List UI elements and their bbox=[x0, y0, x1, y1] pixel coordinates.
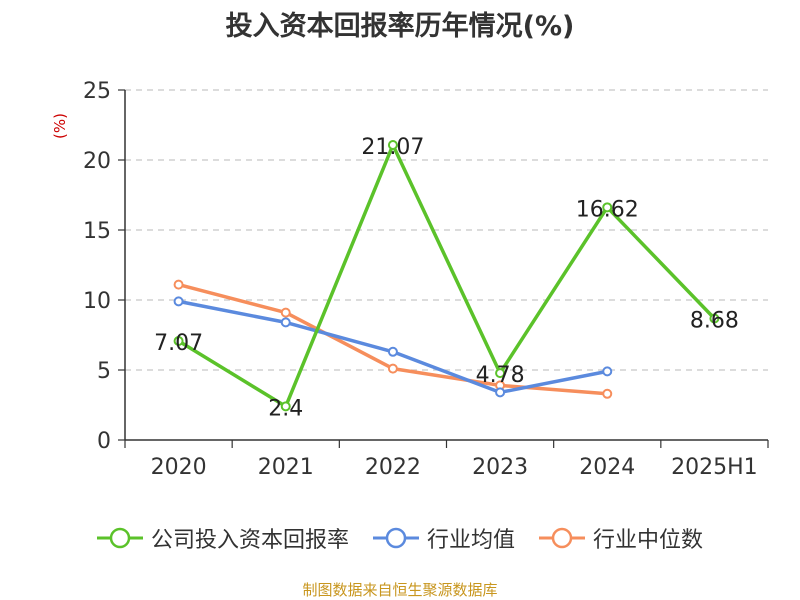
data-point bbox=[173, 336, 184, 347]
y-tick-label: 5 bbox=[97, 359, 111, 384]
legend-item[interactable]: 行业均值 bbox=[372, 522, 515, 554]
legend-circle bbox=[551, 527, 573, 549]
x-tick-label: 2024 bbox=[579, 455, 635, 480]
data-label: 8.68 bbox=[690, 308, 739, 333]
data-point bbox=[709, 313, 720, 324]
legend-label: 行业中位数 bbox=[593, 528, 704, 553]
series-line-2 bbox=[178, 282, 608, 396]
axes: 0 5 10 15 20 25 2020 2021 2022 2023 2024 2025H1 bbox=[83, 79, 769, 480]
series-lines bbox=[173, 140, 720, 412]
y-tick-label: 25 bbox=[83, 79, 111, 104]
legend-marker-icon bbox=[539, 527, 585, 549]
data-label: 2.4 bbox=[268, 396, 303, 421]
y-tick-label: 10 bbox=[83, 289, 111, 314]
y-tick-label: 0 bbox=[97, 429, 111, 454]
x-tick-label: 2020 bbox=[151, 455, 207, 480]
data-point bbox=[173, 296, 184, 307]
data-point bbox=[387, 363, 398, 374]
x-tick-label: 2025H1 bbox=[671, 455, 758, 480]
data-point bbox=[387, 346, 398, 357]
data-label: 7.07 bbox=[154, 331, 203, 356]
legend-circle bbox=[109, 527, 131, 549]
chart-title: 投入资本回报率历年情况(%) bbox=[225, 11, 575, 42]
legend-item[interactable]: 公司投入资本回报率 bbox=[96, 522, 349, 554]
data-point bbox=[387, 140, 398, 151]
data-point bbox=[280, 317, 291, 328]
legend-circle bbox=[385, 527, 407, 549]
data-labels: 7.07 2.4 21.07 4.78 16.62 8.68 bbox=[154, 135, 739, 421]
data-point bbox=[495, 387, 506, 398]
series-line-0 bbox=[177, 143, 716, 409]
source-note: 制图数据来自恒生聚源数据库 bbox=[302, 581, 498, 599]
grid-lines bbox=[125, 89, 768, 371]
data-point bbox=[602, 388, 613, 399]
legend-marker-icon bbox=[372, 527, 419, 549]
data-point bbox=[280, 307, 291, 318]
data-point bbox=[280, 401, 291, 412]
legend-item[interactable]: 行业中位数 bbox=[539, 522, 703, 554]
x-tick-label: 2023 bbox=[472, 455, 528, 480]
data-point bbox=[602, 202, 613, 213]
legend-label: 行业均值 bbox=[426, 528, 515, 553]
legend-label: 公司投入资本回报率 bbox=[150, 528, 349, 553]
data-label: 4.78 bbox=[476, 363, 525, 388]
x-tick-label: 2021 bbox=[258, 455, 314, 480]
y-tick-label: 20 bbox=[83, 149, 111, 174]
data-point bbox=[173, 279, 184, 290]
data-label: 21.07 bbox=[361, 135, 424, 160]
data-point bbox=[602, 366, 613, 377]
y-tick-label: 15 bbox=[83, 219, 111, 244]
legend-marker-icon bbox=[96, 527, 143, 549]
data-label: 16.62 bbox=[576, 197, 639, 222]
x-tick-label: 2022 bbox=[365, 455, 421, 480]
data-point bbox=[495, 368, 506, 379]
legend: 公司投入资本回报率 行业均值 行业中位数 bbox=[0, 518, 800, 558]
